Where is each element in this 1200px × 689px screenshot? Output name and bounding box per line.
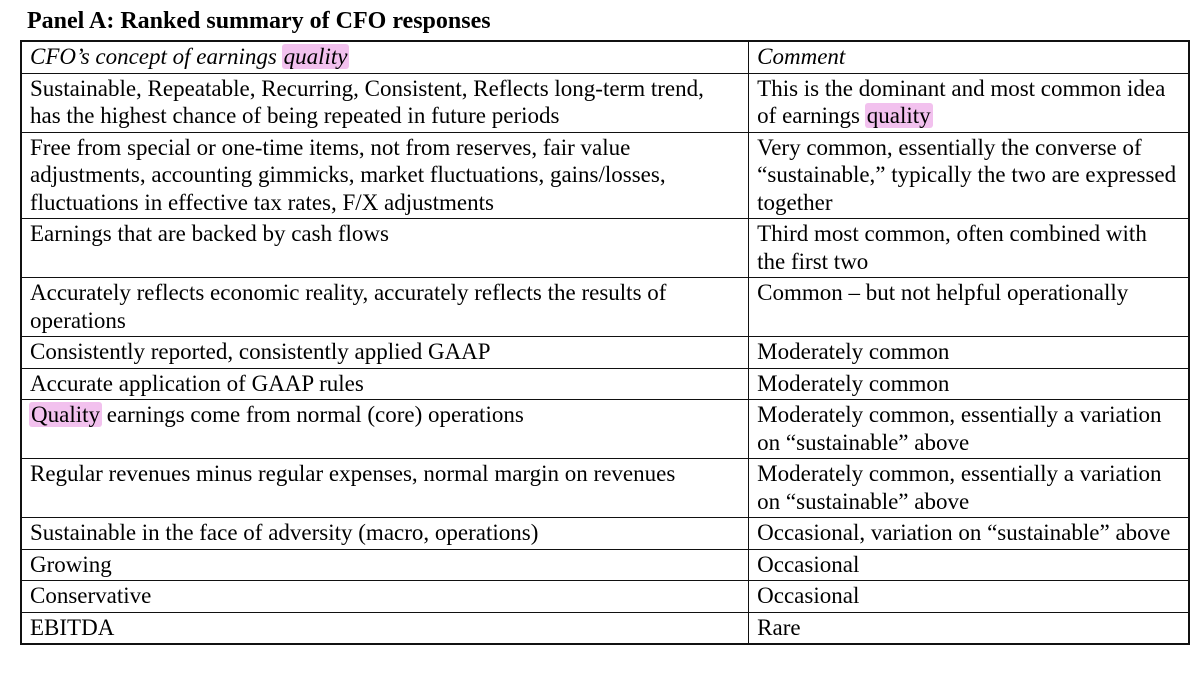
concept-cell-text: EBITDA: [30, 614, 115, 640]
table-body: Sustainable, Repeatable, Recurring, Cons…: [20, 72, 1190, 645]
comment-cell-text: Moderately common, essentially a variati…: [757, 461, 1162, 514]
concept-cell: Sustainable, Repeatable, Recurring, Cons…: [20, 72, 750, 133]
highlighted-term: Quality: [29, 402, 102, 427]
comment-cell: Occasional, variation on “sustainable” a…: [748, 517, 1190, 550]
comment-cell-text: Moderately common: [757, 370, 950, 396]
table-row: Conservative Occasional: [20, 580, 1190, 613]
comment-cell: Third most common, often combined with t…: [748, 218, 1190, 278]
table-row: EBITDA Rare: [20, 611, 1190, 645]
table-row: Quality earnings come from normal (core)…: [20, 399, 1190, 459]
table-row: Accurate application of GAAP rules Modera…: [20, 367, 1190, 400]
concept-cell: Growing: [20, 548, 750, 581]
comment-cell: Moderately common, essentially a variati…: [748, 458, 1190, 518]
table-row: Sustainable, Repeatable, Recurring, Cons…: [20, 72, 1190, 133]
concept-cell: Consistently reported, consistently appl…: [20, 336, 750, 369]
comment-cell: Very common, essentially the converse of…: [748, 131, 1190, 219]
concept-cell: Sustainable in the face of adversity (ma…: [20, 517, 750, 550]
comment-cell: Rare: [748, 611, 1190, 645]
concept-cell: Conservative: [20, 580, 750, 613]
concept-cell-text: Accurately reflects economic reality, ac…: [30, 280, 667, 333]
comment-cell-text: Moderately common: [757, 339, 950, 364]
concept-cell: Accurately reflects economic reality, ac…: [20, 277, 750, 337]
concept-cell-text: Free from special or one-time items, not…: [30, 134, 666, 215]
concept-cell-text: Sustainable in the face of adversity (ma…: [30, 520, 539, 545]
comment-cell-text: Rare: [757, 614, 801, 640]
comment-cell: Occasional: [748, 548, 1190, 581]
cfo-responses-table: CFO’s concept of earnings quality Comment…: [20, 40, 1190, 645]
concept-cell: Quality earnings come from normal (core)…: [20, 399, 750, 459]
comment-cell: Moderately common: [748, 336, 1190, 369]
concept-cell: EBITDA: [20, 611, 750, 645]
comment-cell: Moderately common, essentially a variati…: [748, 399, 1190, 459]
concept-cell: Regular revenues minus regular expenses,…: [20, 458, 750, 518]
concept-cell: Free from special or one-time items, not…: [20, 131, 750, 219]
comment-cell-text: Third most common, often combined with t…: [757, 221, 1147, 274]
highlighted-term: quality: [281, 44, 350, 69]
concept-cell-text: Accurate application of GAAP rules: [30, 370, 364, 396]
table-row: Regular revenues minus regular expenses,…: [20, 458, 1190, 518]
comment-cell-text: Moderately common, essentially a variati…: [757, 402, 1162, 455]
comment-cell-text: Occasional, variation on “sustainable” a…: [757, 520, 1171, 545]
table-header: CFO’s concept of earnings quality Comment: [20, 40, 1190, 74]
comment-cell: Moderately common: [748, 367, 1190, 400]
table-row: Sustainable in the face of adversity (ma…: [20, 517, 1190, 550]
concept-cell: Accurate application of GAAP rules: [20, 367, 750, 400]
comment-cell-text: Common – but not helpful operationally: [757, 280, 1129, 305]
comment-cell-text: Very common, essentially the converse of…: [757, 134, 1177, 215]
table-row: Free from special or one-time items, not…: [20, 131, 1190, 219]
table-row: Earnings that are backed by cash flows Th…: [20, 218, 1190, 278]
comment-cell-text: This is the dominant and most common ide…: [757, 75, 1166, 129]
concept-column-header-text: CFO’s concept of earnings: [30, 44, 283, 69]
comment-cell: Common – but not helpful operationally: [748, 277, 1190, 337]
comment-cell: This is the dominant and most common ide…: [748, 72, 1190, 133]
concept-cell-text: earnings come from normal (core) operati…: [101, 402, 524, 427]
concept-cell-text: Consistently reported, consistently appl…: [30, 339, 491, 364]
concept-cell-text: Earnings that are backed by cash flows: [30, 221, 389, 246]
concept-cell: Earnings that are backed by cash flows: [20, 218, 750, 278]
table-row: Accurately reflects economic reality, ac…: [20, 277, 1190, 337]
concept-cell-text: Sustainable, Repeatable, Recurring, Cons…: [30, 75, 704, 129]
table-row: Growing Occasional: [20, 548, 1190, 581]
concept-cell-text: Growing: [30, 551, 112, 577]
comment-column-header: Comment: [748, 40, 1190, 74]
table-row: Consistently reported, consistently appl…: [20, 336, 1190, 369]
comment-cell: Occasional: [748, 580, 1190, 613]
comment-column-header-text: Comment: [757, 44, 846, 69]
concept-cell-text: Conservative: [30, 583, 152, 608]
concept-cell-text: Regular revenues minus regular expenses,…: [30, 461, 676, 486]
comment-cell-text: Occasional: [757, 583, 860, 608]
panel-title: Panel A: Ranked summary of CFO responses: [27, 8, 491, 34]
header-row: CFO’s concept of earnings quality Comment: [20, 40, 1190, 74]
concept-column-header: CFO’s concept of earnings quality: [20, 40, 750, 74]
comment-cell-text: Occasional: [757, 551, 860, 577]
highlighted-term: quality: [864, 103, 933, 128]
